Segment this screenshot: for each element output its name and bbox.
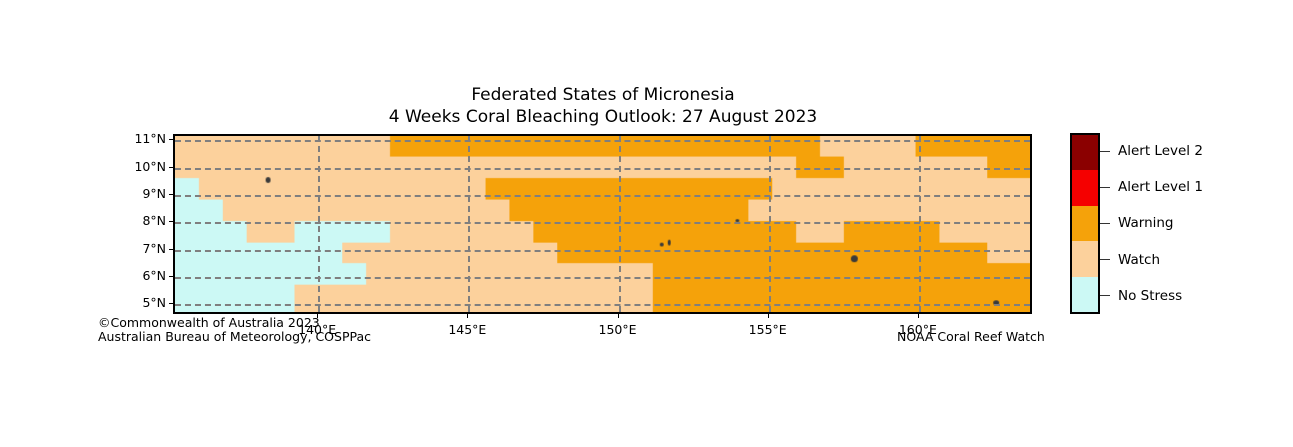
credit-bom: ©Commonwealth of Australia 2023 Australi…	[98, 316, 371, 344]
y-axis-tick-mark	[169, 275, 173, 277]
legend-tick-mark	[1100, 222, 1110, 224]
x-axis-tick-label: 145°E	[448, 322, 487, 337]
legend-tick-mark	[1100, 295, 1110, 297]
x-axis-tick-label: 140°E	[298, 322, 337, 337]
legend: Alert Level 2 Alert Level 1 Warning Watch No…	[1070, 133, 1280, 314]
legend-entry[interactable]: Alert Level 2	[1100, 133, 1203, 169]
legend-tick-mark	[1100, 259, 1110, 261]
y-axis-tick-label: 9°N	[142, 186, 166, 201]
legend-label: No Stress	[1118, 287, 1183, 304]
legend-entry[interactable]: Warning	[1100, 205, 1174, 241]
x-axis-tick-mark	[767, 314, 769, 318]
y-axis-tick-mark	[169, 303, 173, 305]
legend-swatch	[1072, 135, 1098, 171]
y-axis-tick-label: 7°N	[142, 240, 166, 256]
y-axis-tick-mark	[169, 166, 173, 168]
y-axis-tick-label: 5°N	[142, 295, 166, 311]
y-axis-tick-label: 8°N	[142, 213, 166, 229]
y-axis-tick-label: 10°N	[134, 158, 166, 174]
x-axis-tick-mark	[317, 314, 319, 318]
credit-copyright: ©Commonwealth of Australia 2023	[98, 315, 320, 330]
y-axis-tick-mark	[169, 221, 173, 223]
title-line-2: 4 Weeks Coral Bleaching Outlook: 27 Augu…	[388, 107, 818, 127]
legend-entry[interactable]: No Stress	[1100, 278, 1182, 314]
x-axis-tick-label: 150°E	[598, 322, 637, 337]
credit-noaa: NOAA Coral Reef Watch	[897, 329, 1045, 344]
x-axis-tick-mark	[917, 314, 919, 318]
legend-swatch	[1072, 205, 1098, 242]
legend-label: Watch	[1118, 251, 1161, 268]
y-axis-tick-mark	[169, 139, 173, 141]
x-axis-tick-label: 160°E	[898, 322, 937, 337]
legend-label: Alert Level 2	[1118, 143, 1203, 160]
y-axis-tick-mark	[169, 194, 173, 195]
legend-label: Alert Level 1	[1118, 179, 1203, 196]
legend-swatch	[1072, 276, 1098, 312]
x-axis-tick-mark	[617, 314, 619, 318]
y-axis-tick-label: 6°N	[142, 267, 166, 283]
legend-colorbar	[1070, 133, 1100, 314]
y-axis-tick-label: 11°N	[134, 131, 166, 147]
legend-tick-mark	[1100, 186, 1110, 188]
title-line-1: Federated States of Micronesia	[471, 85, 735, 105]
legend-tick-mark	[1100, 150, 1110, 152]
credit-agency: Australian Bureau of Meteorology, COSPPa…	[98, 329, 371, 344]
legend-entry[interactable]: Alert Level 1	[1100, 169, 1203, 205]
legend-swatch	[1072, 170, 1098, 206]
y-axis-tick-mark	[169, 248, 173, 250]
x-axis-tick-label: 155°E	[748, 322, 787, 337]
bleaching-outlook-heatmap	[175, 136, 1030, 312]
legend-swatch	[1072, 241, 1098, 277]
map-plot-area[interactable]	[173, 134, 1032, 314]
legend-entry[interactable]: Watch	[1100, 242, 1160, 278]
legend-label: Warning	[1118, 215, 1174, 232]
x-axis-tick-mark	[467, 314, 469, 318]
chart-title: Federated States of Micronesia 4 Weeks C…	[173, 84, 1033, 128]
